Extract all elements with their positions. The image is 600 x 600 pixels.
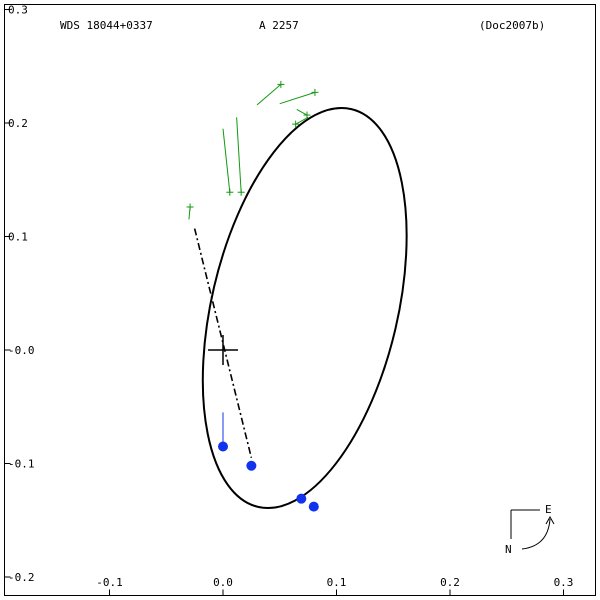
observation-point [218,441,228,452]
observation-point [296,493,307,504]
discoverer-label: A 2257 [259,19,299,32]
system-label: WDS 18044+0337 [60,19,153,32]
y-tick-label: -0.2 [8,571,35,584]
compass-east-label: E [545,503,552,516]
y-tick-label: 0.2 [8,117,28,130]
compass-north-label: N [505,543,512,556]
plot-marks [186,80,408,512]
x-tick-label: -0.1 [96,576,123,589]
line-of-nodes [193,228,253,459]
y-tick-label: -0.0 [8,344,35,357]
y-axis: -0.2 -0.1 -0.0 0.1 0.2 0.3 [4,4,35,584]
residual-line [296,108,308,116]
residual-line [279,91,316,105]
residual-line [295,116,309,125]
residual-line [236,117,242,193]
y-tick-label: 0.3 [8,4,28,17]
plot-frame [4,4,596,596]
x-tick-label: 0.3 [554,576,574,589]
x-tick-label: 0.0 [213,576,233,589]
residual-line [256,84,282,106]
observation-point [246,460,257,471]
reference-label: (Doc2007b) [479,19,545,32]
compass-arrow-icon [545,515,555,525]
y-tick-label: 0.1 [8,231,28,244]
residual-line [222,128,231,193]
x-tick-label: 0.1 [327,576,347,589]
compass: E N [505,503,555,556]
compass-rotation-arc [521,518,551,550]
y-tick-label: -0.1 [8,458,35,471]
x-axis: -0.1 0.0 0.1 0.2 0.3 [96,576,573,596]
x-tick-label: 0.2 [440,576,460,589]
orbit-ellipse [201,106,408,510]
observation-point [308,501,319,512]
